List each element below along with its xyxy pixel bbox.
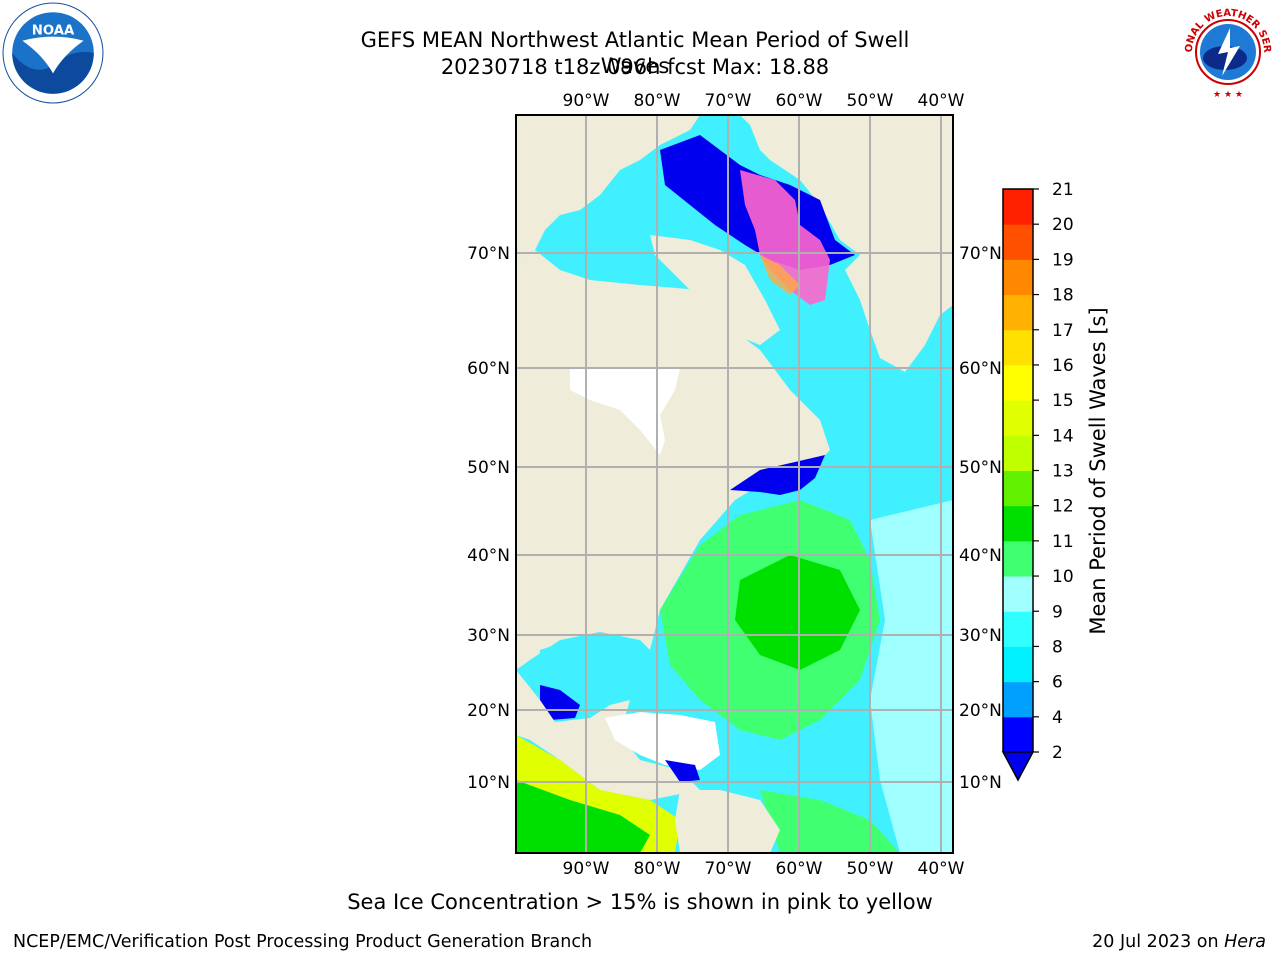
lon-label: 80°W	[634, 859, 681, 879]
noaa-logo: NOAA	[2, 2, 104, 104]
no-data-caribbean	[605, 712, 720, 770]
colorbar-tick-label: 8	[1052, 637, 1063, 657]
land-central-america	[516, 670, 700, 800]
lat-labels-right: 70°N 60°N 50°N 40°N 30°N 20°N 10°N	[959, 244, 1002, 793]
colorbar-tick-label: 20	[1052, 215, 1074, 235]
nws-logo: NATIONAL WEATHER SERVICE ★ ★ ★	[1178, 2, 1276, 100]
colorbar-segment	[1003, 435, 1033, 471]
colorbar-tick-label: 19	[1052, 250, 1074, 270]
colorbar-tick-label: 15	[1052, 391, 1074, 411]
colorbar-tick-label: 9	[1052, 602, 1063, 622]
water-gulf-shallow	[540, 685, 580, 720]
lat-label: 60°N	[467, 359, 510, 379]
lon-label: 80°W	[634, 91, 681, 111]
land-north-america	[516, 250, 830, 670]
chart-title: GEFS MEAN Northwest Atlantic Mean Period…	[360, 28, 910, 78]
lat-label: 30°N	[959, 626, 1002, 646]
swell-green-sa	[516, 780, 650, 853]
lon-label: 90°W	[563, 859, 610, 879]
colorbar-tick-label: 11	[1052, 532, 1074, 552]
colorbar-tick-label: 14	[1052, 426, 1074, 446]
colorbar-segment	[1003, 400, 1033, 436]
land-baffin-island	[650, 235, 780, 345]
colorbar-segment	[1003, 716, 1033, 753]
lat-label: 70°N	[959, 244, 1002, 264]
sea-ice-2	[760, 255, 800, 295]
colorbar-label: Mean Period of Swell Waves [s]	[1086, 307, 1110, 634]
colorbar-segment	[1003, 259, 1033, 296]
graticule	[516, 115, 953, 853]
lat-label: 30°N	[467, 626, 510, 646]
lon-label: 70°W	[705, 91, 752, 111]
colorbar-segment	[1003, 646, 1033, 683]
lat-label: 10°N	[959, 773, 1002, 793]
water-gulf-st-lawrence	[730, 455, 825, 495]
lon-label: 40°W	[918, 859, 965, 879]
lat-label: 50°N	[959, 458, 1002, 478]
swell-green-south	[760, 790, 900, 853]
lat-label: 10°N	[467, 773, 510, 793]
lon-label: 70°W	[705, 859, 752, 879]
colorbar-tick-label: 18	[1052, 286, 1074, 306]
lat-labels-left: 70°N 60°N 50°N 40°N 30°N 20°N 10°N	[467, 244, 510, 793]
lon-labels-bottom: 90°W 80°W 70°W 60°W 50°W 40°W	[563, 859, 965, 879]
sea-ice-caption: Sea Ice Concentration > 15% is shown in …	[347, 890, 933, 914]
colorbar-tick-label: 4	[1052, 708, 1063, 728]
lat-label: 40°N	[959, 546, 1002, 566]
colorbar-tick-label: 2	[1052, 743, 1063, 763]
colorbar-segment	[1003, 611, 1033, 647]
colorbar-segment	[1003, 224, 1033, 260]
lat-label: 20°N	[959, 701, 1002, 721]
footer-date: 20 Jul 2023 on Hera	[1092, 932, 1266, 952]
lon-label: 90°W	[563, 91, 610, 111]
land-greenland	[740, 115, 953, 372]
colorbar-tick-label: 17	[1052, 321, 1074, 341]
lat-label: 40°N	[467, 546, 510, 566]
swell-light-east	[870, 500, 953, 853]
swell-green-core	[735, 555, 860, 670]
colorbar-segment	[1003, 681, 1033, 718]
lon-labels-top: 90°W 80°W 70°W 60°W 50°W 40°W	[563, 91, 965, 111]
colorbar-segment	[1003, 505, 1033, 542]
colorbar-segment	[1003, 470, 1033, 507]
lat-label: 70°N	[467, 244, 510, 264]
colorbar-segment	[1003, 329, 1033, 366]
lon-label: 60°W	[776, 91, 823, 111]
footer-host: Hera	[1224, 932, 1266, 952]
colorbar-segment	[1003, 294, 1033, 331]
map-frame	[515, 114, 954, 854]
colorbar-tick-label: 16	[1052, 356, 1074, 376]
lon-label: 60°W	[776, 859, 823, 879]
lon-label: 50°W	[847, 91, 894, 111]
lon-label: 50°W	[847, 859, 894, 879]
footer-credit: NCEP/EMC/Verification Post Processing Pr…	[13, 932, 593, 952]
chart-subtitle: 20230718 t18z 096h fcst Max: 18.88	[440, 55, 830, 79]
colorbar-tick-label: 13	[1052, 462, 1074, 482]
no-data-region	[570, 368, 680, 455]
colorbar-tick-label: 12	[1052, 497, 1074, 517]
land-arctic-islands	[516, 115, 700, 260]
lat-label: 20°N	[467, 701, 510, 721]
colorbar-segment	[1003, 540, 1033, 577]
svg-text:★ ★ ★: ★ ★ ★	[1213, 90, 1243, 100]
colorbar-segment	[1003, 576, 1033, 612]
lat-label: 60°N	[959, 359, 1002, 379]
water-caribbean-shallow	[665, 760, 700, 782]
noaa-logo-text: NOAA	[32, 24, 75, 39]
colorbar-segment	[1003, 189, 1033, 225]
sea-ice	[740, 170, 830, 305]
lon-label: 40°W	[918, 91, 965, 111]
colorbar-extend-arrow	[1001, 751, 1035, 782]
colorbar-segment	[1003, 364, 1033, 401]
lat-label: 50°N	[467, 458, 510, 478]
colorbar-tick-label: 6	[1052, 673, 1063, 693]
colorbar-tick-label: 21	[1052, 180, 1074, 200]
footer-date-text: 20 Jul 2023 on	[1092, 932, 1225, 952]
colorbar: 2 4 6 8 9 10 11 12 13 14 15 16 17 18 19 20 21	[1001, 180, 1074, 782]
colorbar-tick-label: 10	[1052, 567, 1074, 587]
